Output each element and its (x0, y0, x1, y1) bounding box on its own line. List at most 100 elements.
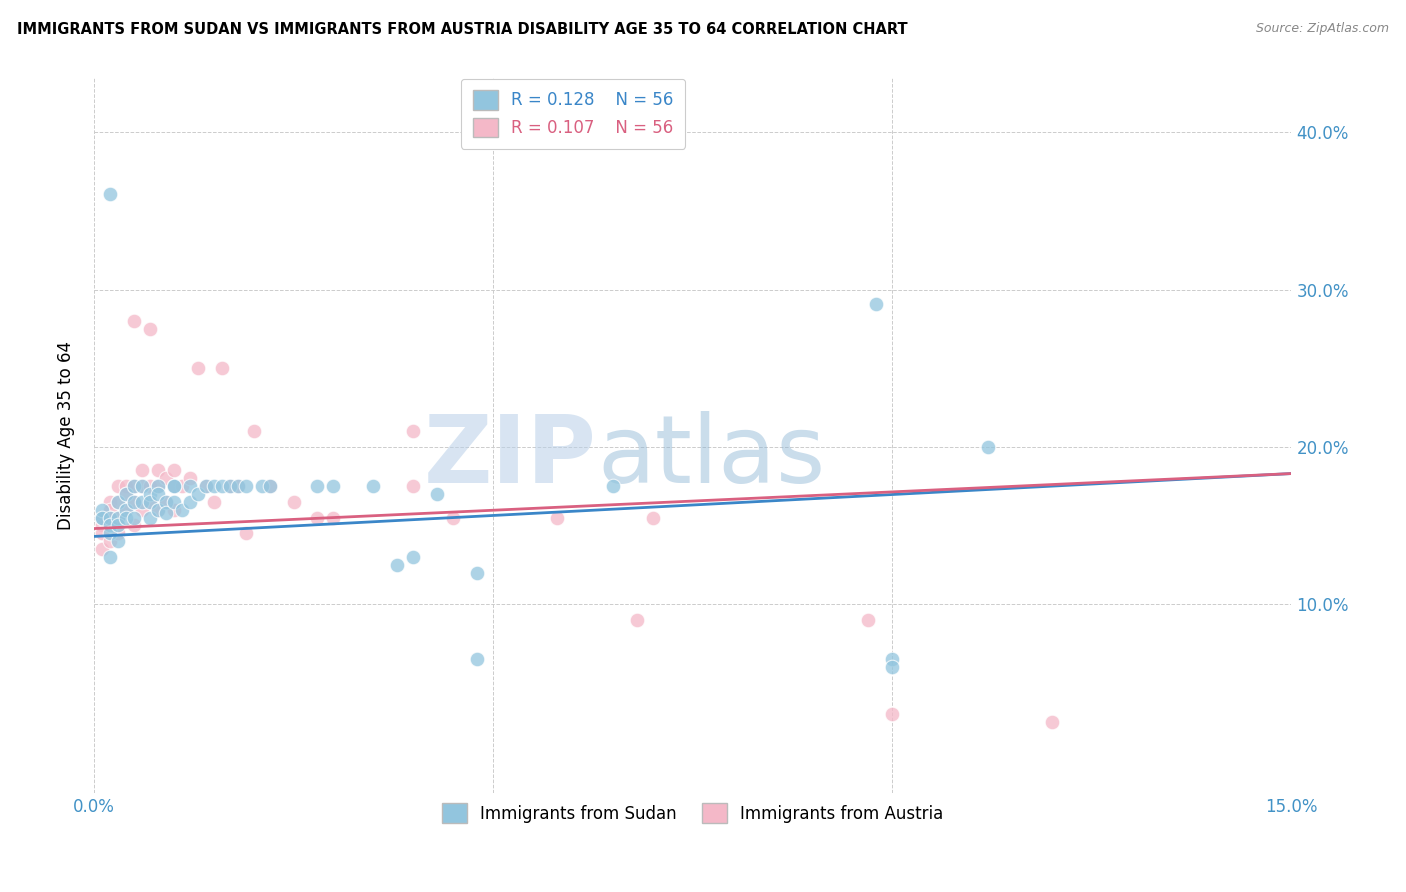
Point (107, 510, 129, 524)
Point (98, 526, 121, 541)
Point (163, 463, 186, 477)
Point (179, 479, 201, 493)
Point (107, 534, 129, 549)
Point (115, 502, 138, 516)
Point (98, 549, 121, 564)
Point (163, 479, 186, 493)
Point (626, 613, 648, 627)
Point (139, 495, 162, 509)
Point (122, 495, 145, 509)
Point (139, 479, 162, 493)
Point (90, 541, 112, 556)
Point (90, 502, 112, 516)
Point (363, 479, 385, 493)
Point (226, 479, 249, 493)
Point (602, 479, 624, 493)
Point (283, 495, 305, 509)
Point (977, 440, 1000, 454)
Point (155, 495, 177, 509)
Point (179, 471, 201, 485)
Point (307, 479, 329, 493)
Point (90, 510, 112, 524)
Point (641, 510, 664, 524)
Point (98, 510, 121, 524)
Point (163, 502, 186, 516)
Point (90, 526, 112, 541)
Point (546, 510, 568, 524)
Point (107, 510, 129, 524)
Point (179, 495, 201, 509)
Point (107, 518, 129, 533)
Point (218, 479, 240, 493)
Point (1040, 714, 1063, 729)
Point (441, 510, 464, 524)
Text: IMMIGRANTS FROM SUDAN VS IMMIGRANTS FROM AUSTRIA DISABILITY AGE 35 TO 64 CORRELA: IMMIGRANTS FROM SUDAN VS IMMIGRANTS FROM… (17, 22, 907, 37)
Point (387, 558, 409, 572)
Point (235, 479, 257, 493)
Point (131, 463, 153, 477)
Point (115, 487, 138, 501)
Point (242, 424, 264, 438)
Point (402, 479, 425, 493)
Point (146, 487, 169, 501)
Point (259, 479, 281, 493)
Point (202, 495, 225, 509)
Point (139, 510, 162, 524)
Point (115, 487, 138, 501)
Point (194, 479, 217, 493)
Point (155, 506, 177, 520)
Point (250, 479, 273, 493)
Text: ZIP: ZIP (425, 410, 598, 502)
Point (90, 510, 112, 524)
Point (122, 510, 145, 524)
Point (107, 495, 129, 509)
Point (90, 518, 112, 533)
Point (98, 534, 121, 549)
Point (322, 479, 344, 493)
Y-axis label: Disability Age 35 to 64: Disability Age 35 to 64 (58, 341, 75, 530)
Point (122, 495, 145, 509)
Point (122, 314, 145, 328)
Point (865, 297, 887, 311)
Point (155, 471, 177, 485)
Point (882, 652, 904, 666)
Text: atlas: atlas (598, 410, 825, 502)
Point (307, 510, 329, 524)
Point (882, 707, 904, 722)
Point (98, 518, 121, 533)
Point (235, 526, 257, 541)
Point (139, 322, 162, 336)
Point (163, 479, 186, 493)
Point (90, 510, 112, 524)
Point (226, 479, 249, 493)
Legend: Immigrants from Sudan, Immigrants from Austria: Immigrants from Sudan, Immigrants from A… (430, 792, 955, 834)
Point (131, 479, 153, 493)
Point (170, 502, 193, 516)
Point (187, 361, 209, 376)
Point (131, 495, 153, 509)
Point (858, 613, 880, 627)
Point (465, 566, 488, 580)
Point (98, 186, 121, 201)
Point (187, 487, 209, 501)
Point (259, 479, 281, 493)
Point (146, 463, 169, 477)
Point (194, 479, 217, 493)
Point (163, 495, 186, 509)
Point (211, 479, 233, 493)
Point (882, 660, 904, 674)
Point (107, 479, 129, 493)
Point (107, 495, 129, 509)
Point (98, 510, 121, 524)
Point (426, 487, 449, 501)
Point (131, 502, 153, 516)
Point (402, 549, 425, 564)
Point (131, 479, 153, 493)
Point (107, 526, 129, 541)
Point (146, 479, 169, 493)
Point (170, 479, 193, 493)
Point (155, 495, 177, 509)
Point (122, 518, 145, 533)
Text: Source: ZipAtlas.com: Source: ZipAtlas.com (1256, 22, 1389, 36)
Point (122, 479, 145, 493)
